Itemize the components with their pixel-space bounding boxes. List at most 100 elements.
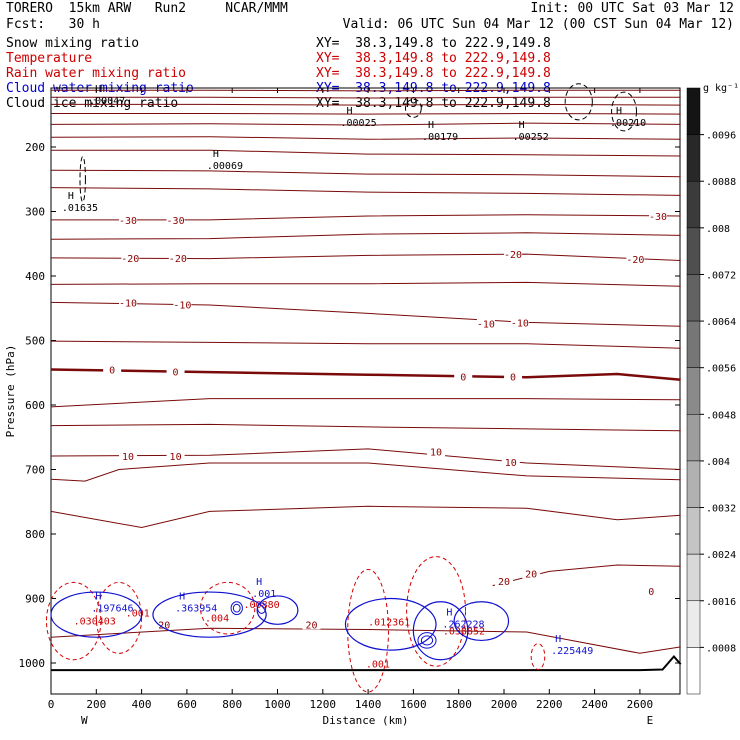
model-title: TORERO 15km ARW Run2 NCAR/MMM <box>6 1 288 16</box>
cloud-water-max-marker: H <box>179 591 185 602</box>
cloud-water-max-label: .197646 <box>91 603 133 614</box>
legend-label: Temperature <box>6 51 93 66</box>
isotherm-label-bg <box>454 370 473 382</box>
rain-max-label: .004 <box>205 614 229 625</box>
legend-xy: XY= 38.3,149.8 to 222.9,149.8 <box>316 66 551 81</box>
x-tick-label: 1600 <box>400 698 427 711</box>
x-tick-label: 200 <box>86 698 106 711</box>
cloud-water-core <box>257 602 267 614</box>
cloud-water-max-marker: H <box>256 577 262 588</box>
cloud-water-max-label: .225449 <box>551 646 593 657</box>
isotherm-line <box>51 214 681 221</box>
x-end-west: W <box>81 714 88 727</box>
cloud-water-contour <box>453 601 510 642</box>
x-axis-label: Distance (km) <box>322 714 408 727</box>
isotherm-label: 0 <box>173 367 179 378</box>
y-tick-label: 1000 <box>19 657 46 670</box>
colorbar-tick-label: .0088 <box>706 177 736 188</box>
rain-max-label: .038852 <box>443 627 485 638</box>
colorbar-swatch <box>686 460 701 508</box>
colorbar-tick-label: .0064 <box>706 317 736 328</box>
isotherm-label: 0 <box>510 373 516 384</box>
colorbar-tick-label: .0096 <box>706 131 736 142</box>
isotherm-label-bg <box>642 584 661 596</box>
isotherm-label-bg <box>119 296 138 308</box>
isotherm-label: 20 <box>158 620 170 631</box>
legend-label: Cloud ice mixing ratio <box>6 96 179 111</box>
rain-contour <box>406 556 466 667</box>
colorbar-swatch <box>686 553 701 602</box>
snow-max-label: .00047 <box>89 96 125 107</box>
isotherm-label: -20 <box>504 250 522 261</box>
x-tick-label: 400 <box>132 698 152 711</box>
cloud-water-max-marker: H <box>555 634 561 645</box>
snow-contour <box>564 83 593 121</box>
valid-time: Valid: 06 UTC Sun 04 Mar 12 (00 CST Sun … <box>342 17 734 32</box>
isotherm-label-bg <box>626 253 645 265</box>
cloud-water-core <box>232 603 241 613</box>
y-tick-label: 200 <box>25 141 45 154</box>
isotherm-label-bg <box>166 365 185 377</box>
isotherm-label: -10 <box>511 318 529 329</box>
forecast-hour: Fcst: 30 h <box>6 17 100 32</box>
y-tick-label: 800 <box>25 528 45 541</box>
colorbar-swatch <box>686 180 701 229</box>
isotherm-label-bg <box>427 445 446 457</box>
cloud-water-contour <box>50 591 143 638</box>
x-tick-label: 2400 <box>581 698 608 711</box>
x-tick-label: 2000 <box>491 698 518 711</box>
isotherm-line <box>50 136 681 140</box>
colorbar-tick-label: .0056 <box>706 364 736 375</box>
plot-frame <box>50 87 681 695</box>
isotherm-label: 10 <box>505 458 517 469</box>
isotherm-line <box>50 462 681 482</box>
rain-contour <box>530 643 546 670</box>
snow-max-marker: H <box>347 106 353 117</box>
cloud-water-max-marker: H <box>446 608 452 619</box>
init-time: Init: 00 UTC Sat 03 Mar 12 <box>530 1 735 16</box>
isotherm-label-bg <box>476 317 495 329</box>
x-tick-label: 2200 <box>536 698 563 711</box>
colorbar-tick-label: .0032 <box>706 504 736 515</box>
isotherm-label: 0 <box>460 373 466 384</box>
colorbar-swatch <box>686 320 701 368</box>
cloud-water-contour <box>256 595 299 625</box>
colorbar-swatch <box>686 87 701 135</box>
isotherm-label-bg <box>166 449 185 461</box>
y-tick-label: 600 <box>25 399 45 412</box>
isotherm-label-bg <box>649 210 668 222</box>
snow-max-marker: H <box>616 106 622 117</box>
snow-max-marker: H <box>68 191 74 202</box>
isotherm-label-bg <box>121 251 140 263</box>
y-axis-label: Pressure (hPa) <box>4 345 17 438</box>
colorbar-tick-label: .008 <box>706 224 730 235</box>
cloud-water-max-marker: H <box>95 591 101 602</box>
colorbar-swatch <box>686 227 701 275</box>
colorbar-tick-label: .0008 <box>706 643 736 654</box>
colorbar-tick-label: .0048 <box>706 410 736 421</box>
isotherm-label: -20 <box>626 255 644 266</box>
cloud-water-max-label: .363954 <box>175 603 217 614</box>
cloud-water-max-label: .262228 <box>442 620 484 631</box>
snow-max-marker: H <box>213 149 219 160</box>
y-tick-label: 500 <box>25 335 45 348</box>
rain-contour <box>347 568 389 693</box>
legend-label: Snow mixing ratio <box>6 36 140 51</box>
isotherm-line <box>50 187 681 196</box>
y-tick-label: 400 <box>25 270 45 283</box>
isotherm-label: 20 <box>498 577 510 588</box>
snow-max-label: .00210 <box>610 118 646 129</box>
isotherm-label: -30 <box>119 216 137 227</box>
isotherm-line <box>51 149 681 157</box>
isotherm-line <box>50 398 681 408</box>
colorbar-swatch <box>686 414 701 462</box>
isotherm-label: -10 <box>477 320 495 331</box>
isotherm-label: 20 <box>525 569 537 580</box>
isotherm-label-bg <box>155 618 174 630</box>
isotherm-label-bg <box>168 251 187 263</box>
isotherm-line <box>50 505 681 529</box>
isotherm-line <box>51 103 681 106</box>
isotherm-line <box>50 423 681 432</box>
isotherm-label: -10 <box>119 298 137 309</box>
isotherm-line <box>50 232 681 240</box>
